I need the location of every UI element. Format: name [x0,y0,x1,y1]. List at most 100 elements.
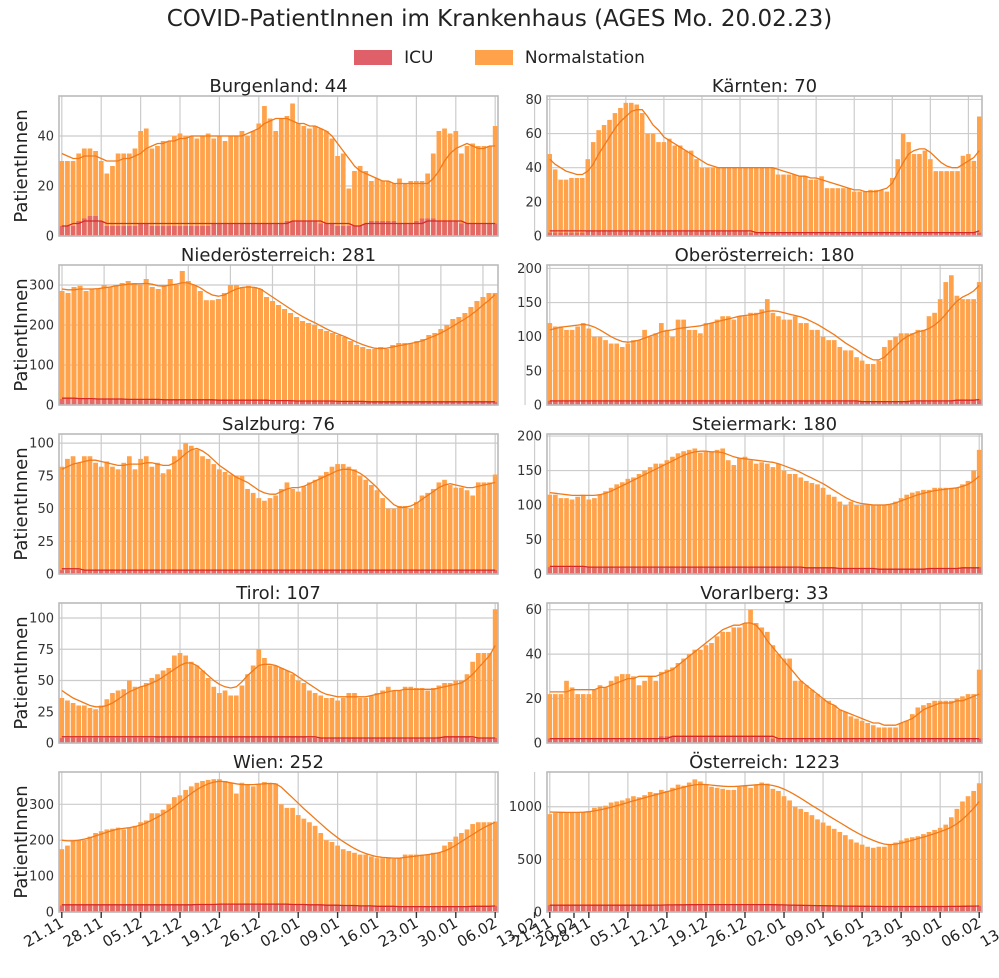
bar-normal [815,329,820,405]
bar-icu [965,906,971,912]
bar-normal [854,505,859,574]
bar-normal [647,336,653,405]
bar-icu [245,570,250,574]
bar-icu [906,232,911,236]
bar-normal [492,609,498,743]
bar-normal [841,188,846,236]
bar-normal [397,178,402,236]
bar-normal [955,171,960,236]
bar-icu [81,738,87,743]
bar-normal [65,161,70,236]
bar-icu [748,736,753,743]
bar-normal [681,658,686,743]
bar-icu [900,232,906,236]
bar-normal [77,285,83,405]
bar-icu [809,400,815,405]
bar-normal [826,340,831,405]
bar-normal [900,133,906,236]
bar-icu [436,736,442,743]
bar-normal [971,470,976,574]
bar-icu [126,738,132,743]
bar-normal [921,705,926,743]
bar-normal [194,138,200,236]
bar-normal [110,466,115,574]
bar-normal [870,725,876,743]
bar-normal [943,700,949,743]
bar-icu [960,400,965,405]
bar-normal [301,683,307,743]
bar-normal [138,686,143,743]
line-icu-avg [549,735,980,740]
y-tick-label: 500 [517,853,542,868]
line-normal-avg [549,783,980,846]
bar-icu [672,230,678,236]
bar-normal [295,123,301,236]
bar-normal [703,645,709,743]
bar-normal [380,858,385,912]
bar-icu [250,223,256,236]
bar-normal [698,781,703,912]
bar-normal [820,698,826,743]
bar-normal [267,665,273,743]
bar-normal [619,800,625,912]
bar-icu [269,400,276,405]
bar-normal [575,694,581,743]
bar-normal [329,842,335,912]
bar-normal [645,133,650,236]
bar-normal [882,346,887,405]
bar-icu [256,570,262,574]
bar-normal [837,501,843,574]
bar-icu [267,223,273,236]
bar-icu [278,904,284,912]
bar-icu [336,401,342,405]
bar-normal [275,305,282,405]
x-tick-label: 12.12 [139,914,185,951]
bar-normal [893,501,898,574]
bar-normal [222,141,228,236]
bar-icu [642,400,647,405]
bar-icu [664,567,670,574]
bar-normal [256,649,262,743]
bar-icu [781,232,786,236]
bar-normal [658,671,664,743]
bar-icu [357,906,363,912]
bar-icu [250,904,256,912]
bar-icu [787,738,792,743]
bar-normal [188,786,194,912]
bar-icu [815,905,820,912]
y-tick-label: 0 [46,399,54,414]
bar-icu [290,736,295,743]
bar-icu [188,736,194,743]
bar-normal [183,655,188,743]
bar-icu [155,226,160,236]
bar-icu [893,401,898,405]
bar-icu [732,230,737,236]
bar-normal [971,790,976,912]
bar-normal [857,191,862,236]
bar-normal [670,456,675,574]
bar-normal [402,343,408,405]
bar-normal [642,470,647,574]
bar-icu [348,401,354,405]
bar-icu [618,230,623,236]
y-tick-label: 50 [525,533,542,548]
bar-normal [200,780,205,912]
bar-icu [628,230,634,236]
bar-normal [631,676,636,743]
y-tick-label: 100 [29,870,54,885]
bar-icu [250,570,256,574]
bar-icu [915,906,921,912]
bar-normal [143,279,149,405]
bar-normal [815,694,820,743]
bar-normal [290,103,295,236]
y-tick-label: 200 [29,319,54,334]
bar-normal [419,688,425,743]
bar-icu [642,567,647,574]
bar-normal [239,287,245,405]
bar-icu [859,568,865,574]
line-icu-avg [549,398,980,403]
bar-normal [245,784,250,912]
bar-icu [233,223,239,236]
bar-icu [363,570,369,574]
bar-normal [848,839,854,912]
